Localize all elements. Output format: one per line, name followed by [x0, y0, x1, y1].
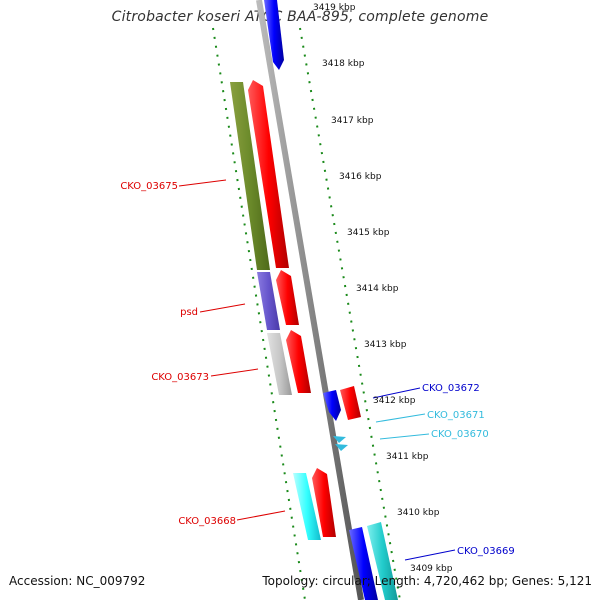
gene-arrow-cko-03672-reverse[interactable] [323, 390, 341, 421]
gene-arrow-cko-03672[interactable] [340, 386, 361, 420]
gene-label-cko-03671[interactable]: CKO_03671 [427, 410, 485, 421]
genome-stats-text: Topology: circular; Length: 4,720,462 bp… [262, 574, 592, 588]
gene-arrow-cko-03668[interactable] [312, 468, 336, 537]
ruler-tick-label: 3410 kbp [397, 508, 440, 518]
ruler-tick-label: 3411 kbp [386, 452, 429, 462]
callout-line [178, 179, 227, 187]
callout-line [236, 510, 286, 521]
gene-bar-psd[interactable] [257, 272, 280, 330]
ruler-dashes-left [212, 27, 306, 600]
gene-arrow-cko-03669[interactable] [349, 527, 378, 600]
gene-label-cko-03673[interactable]: CKO_03673 [151, 372, 209, 383]
callout-line [375, 413, 426, 423]
ruler-tick-labels: 3419 kbp 3418 kbp 3417 kbp 3416 kbp 3415… [313, 3, 453, 574]
ruler-tick-label: 3412 kbp [373, 396, 416, 406]
genome-backbone [256, 0, 364, 600]
ruler-tick-label: 3409 kbp [410, 564, 453, 574]
gene-label-cko-03669[interactable]: CKO_03669 [457, 546, 515, 557]
gene-arrow-cko-03671[interactable] [333, 436, 346, 443]
gene-arrow-cko-03670[interactable] [335, 444, 348, 451]
ruler-tick-label: 3417 kbp [331, 116, 374, 126]
callout-line [372, 387, 421, 399]
ruler-tick-label: 3419 kbp [313, 3, 356, 13]
accession-text: Accession: NC_009792 [9, 574, 146, 588]
ruler-tick-label: 3415 kbp [347, 228, 390, 238]
gene-label-cko-03670[interactable]: CKO_03670 [431, 429, 489, 440]
gene-bar-cko-03673[interactable] [267, 333, 292, 395]
gene-bar-cko-03668[interactable] [293, 473, 321, 540]
callout-line [404, 549, 456, 561]
gene-arrow-cko-03673[interactable] [286, 330, 311, 393]
gene-arrow-cko-03675[interactable] [248, 80, 289, 268]
callout-line [199, 303, 246, 313]
gene-label-cko-03675[interactable]: CKO_03675 [120, 181, 178, 192]
gene-arrow-top-reverse[interactable] [264, 0, 284, 70]
ruler-tick-label: 3413 kbp [364, 340, 407, 350]
callout-line [210, 368, 259, 377]
ruler-tick-label: 3414 kbp [356, 284, 399, 294]
map-title: Citrobacter koseri ATCC BAA-895, complet… [111, 9, 489, 25]
callout-line [379, 433, 430, 440]
gene-label-cko-03668[interactable]: CKO_03668 [178, 516, 236, 527]
ruler-tick-label: 3418 kbp [322, 59, 365, 69]
gene-arrow-cko-03669-teal[interactable] [367, 522, 398, 600]
gene-bar-cko-03675[interactable] [230, 82, 270, 270]
gene-label-psd[interactable]: psd [180, 307, 198, 318]
ruler-tick-label: 3416 kbp [339, 172, 382, 182]
gene-label-cko-03672[interactable]: CKO_03672 [422, 383, 480, 394]
gene-arrow-psd[interactable] [276, 270, 299, 325]
